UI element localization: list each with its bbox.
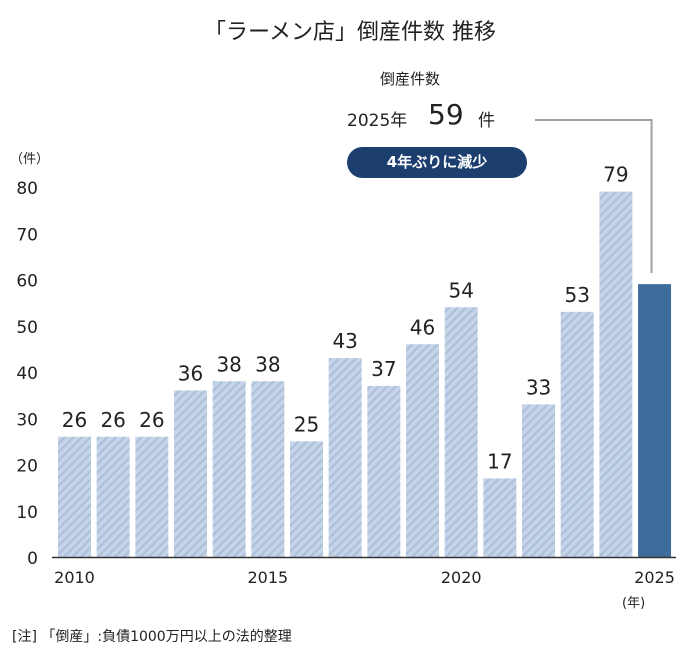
bar-2017 [328, 358, 362, 557]
footnote: [注] 「倒産」:負債1000万円以上の法的整理 [12, 629, 292, 645]
bar-2013 [174, 390, 208, 557]
data-label: 26 [139, 408, 164, 432]
bar-2012 [135, 436, 169, 557]
data-label: 26 [62, 408, 87, 432]
bar-2015 [251, 381, 285, 557]
bar-2022 [522, 404, 556, 557]
bar-2018 [367, 385, 401, 557]
data-label: 79 [603, 163, 628, 187]
data-label: 46 [410, 315, 435, 339]
y-tick-label: 50 [16, 318, 38, 338]
data-label: 25 [294, 412, 319, 436]
data-label: 33 [526, 375, 551, 399]
decrease-badge: 4年ぶりに減少 [347, 147, 527, 178]
y-tick-label: 60 [16, 272, 38, 292]
callout-value: 59 [428, 98, 464, 131]
data-label: 43 [332, 329, 357, 353]
data-label: 17 [487, 449, 512, 473]
data-label: 26 [100, 408, 125, 432]
y-tick-label: 10 [16, 503, 38, 523]
data-label: 36 [178, 362, 203, 386]
bar-2010 [58, 436, 91, 557]
y-tick-label: 30 [16, 410, 38, 430]
x-tick-label: 2010 [54, 568, 95, 587]
bar-2014 [212, 381, 246, 557]
data-label: 38 [255, 352, 280, 376]
x-tick-label: 2020 [441, 568, 482, 587]
y-tick-label: 40 [16, 364, 38, 384]
bar-2016 [290, 441, 324, 557]
callout-year: 2025年 [347, 111, 408, 131]
callout-unit: 件 [478, 111, 495, 131]
y-axis-unit: （件） [10, 152, 50, 167]
bar-2020 [444, 307, 478, 557]
x-tick-label: 2025 [634, 568, 675, 587]
callout-label: 倒産件数 [380, 70, 441, 88]
data-label: 54 [448, 278, 473, 302]
y-tick-label: 0 [27, 549, 38, 569]
x-axis-unit: (年) [622, 596, 646, 611]
x-tick-label: 2015 [247, 568, 288, 587]
data-label: 37 [371, 357, 396, 381]
y-tick-label: 80 [16, 179, 38, 199]
y-tick-label: 20 [16, 457, 38, 477]
bar-2019 [406, 344, 440, 557]
bar-2025 [638, 284, 672, 557]
data-label: 38 [216, 352, 241, 376]
chart-title: 「ラーメン店」倒産件数 推移 [203, 20, 497, 45]
callout-line [535, 119, 653, 273]
bar-2023 [560, 311, 594, 557]
data-label: 53 [564, 283, 589, 307]
bar-2011 [96, 436, 130, 557]
bar-2021 [483, 478, 517, 557]
bar-2024 [599, 191, 633, 557]
y-tick-label: 70 [16, 225, 38, 245]
